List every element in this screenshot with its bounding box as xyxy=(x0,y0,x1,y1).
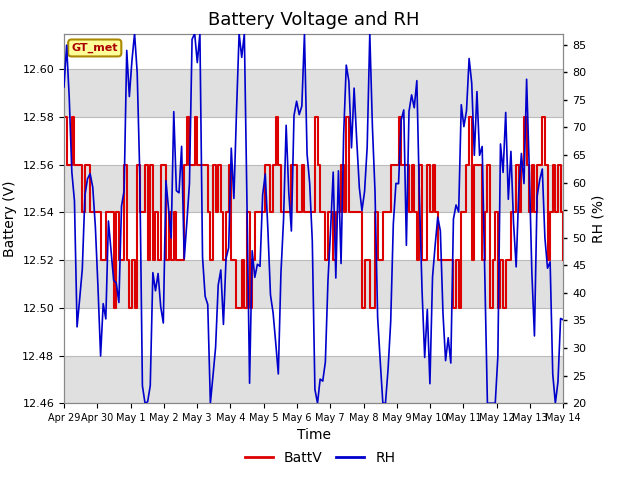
BattV xyxy=(60,114,68,120)
BattV xyxy=(110,305,118,311)
RH xyxy=(272,340,280,346)
RH xyxy=(316,376,324,382)
Y-axis label: Battery (V): Battery (V) xyxy=(3,180,17,257)
Legend: BattV, RH: BattV, RH xyxy=(239,445,401,471)
RH xyxy=(559,317,567,323)
BattV xyxy=(314,162,321,168)
RH xyxy=(141,400,149,406)
BattV xyxy=(376,257,384,263)
X-axis label: Time: Time xyxy=(296,429,331,443)
Text: GT_met: GT_met xyxy=(72,43,118,53)
Title: Battery Voltage and RH: Battery Voltage and RH xyxy=(208,11,419,29)
RH xyxy=(267,292,275,298)
RH xyxy=(350,85,358,91)
BattV xyxy=(269,162,277,168)
BattV xyxy=(559,257,567,263)
RH xyxy=(379,400,387,406)
Y-axis label: RH (%): RH (%) xyxy=(592,194,606,242)
Bar xyxy=(64,70,563,117)
BattV xyxy=(123,257,131,263)
Bar xyxy=(64,260,563,308)
RH xyxy=(60,84,68,90)
RH xyxy=(131,31,138,36)
Line: RH: RH xyxy=(64,34,563,403)
RH xyxy=(120,188,128,193)
Bar xyxy=(64,165,563,213)
Bar xyxy=(64,356,563,403)
BattV xyxy=(264,162,272,168)
Line: BattV: BattV xyxy=(64,117,563,308)
BattV xyxy=(348,210,355,216)
